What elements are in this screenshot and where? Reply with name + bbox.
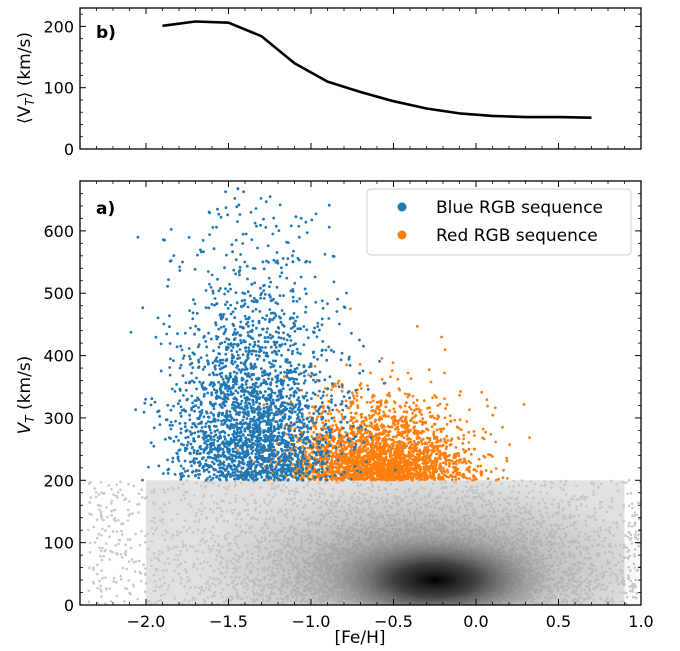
grey-point	[131, 512, 134, 515]
grey-point	[120, 556, 124, 559]
grey-point	[126, 508, 130, 512]
grey-point	[111, 530, 115, 533]
grey-point	[100, 491, 103, 494]
scatter-layer	[87, 187, 641, 605]
panel-a: −2.0 −1.5 −1.0 −0.5 0.0 0.5 1.0010020030040050…	[15, 180, 654, 648]
grey-point	[117, 519, 120, 522]
grey-point	[100, 534, 103, 537]
grey-point	[88, 541, 92, 545]
grey-point	[108, 558, 111, 561]
grey-point	[127, 579, 130, 582]
mean-vt-line-layer	[162, 20, 592, 119]
grey-point	[143, 540, 147, 544]
panel-b: 0 100 200 b) ⟨VT⟩ (km/s)	[15, 7, 642, 159]
panel-b-frame	[79, 7, 642, 150]
grey-point	[92, 525, 95, 529]
grey-point	[102, 554, 105, 558]
grey-point	[633, 511, 637, 514]
grey-point	[126, 519, 130, 522]
grey-point	[106, 515, 109, 519]
panel-b-ylabel: ⟨VT⟩ (km/s)	[15, 32, 37, 124]
grey-point	[93, 487, 96, 490]
grey-point	[121, 533, 124, 536]
grey-point	[96, 503, 100, 507]
grey-point	[116, 496, 119, 499]
grey-point	[132, 484, 136, 488]
grey-point	[141, 496, 144, 499]
grey-point	[104, 542, 108, 545]
grey-point	[88, 566, 91, 570]
grey-point	[630, 525, 634, 528]
grey-point	[140, 488, 143, 492]
grey-point	[101, 546, 104, 550]
grey-point	[630, 502, 634, 506]
grey-point	[107, 524, 111, 528]
grey-point	[137, 492, 141, 496]
grey-point	[99, 588, 102, 591]
grey-point	[109, 600, 113, 603]
grey-point	[108, 535, 111, 539]
grey-point	[104, 587, 108, 590]
grey-point	[119, 574, 123, 578]
grey-point	[98, 579, 101, 583]
grey-point	[136, 503, 139, 506]
grey-point	[115, 530, 119, 533]
y-tick-label: 0	[64, 140, 74, 159]
grey-point	[137, 511, 140, 514]
mean-vt-line	[162, 20, 592, 119]
grey-point	[634, 521, 637, 524]
grey-point	[89, 496, 93, 499]
grey-point	[631, 506, 634, 510]
panel-b-label: b)	[96, 23, 116, 43]
grey-point	[115, 594, 119, 598]
grey-point	[115, 483, 118, 486]
grey-point	[117, 542, 120, 546]
grey-point	[88, 500, 91, 504]
grey-point	[127, 483, 130, 486]
y-tick-label: 100	[43, 79, 74, 98]
grey-point	[129, 546, 133, 550]
grey-point	[137, 559, 141, 563]
grey-point	[87, 528, 90, 532]
grey-point	[117, 538, 121, 542]
grey-point	[121, 566, 125, 570]
grey-point	[138, 543, 142, 547]
grey-point	[101, 577, 104, 580]
grey-point	[138, 571, 142, 574]
grey-point	[98, 546, 101, 550]
grey-point	[96, 601, 100, 605]
grey-point	[136, 597, 139, 601]
grey-point	[119, 488, 122, 492]
grey-point	[142, 563, 145, 566]
y-tick-label: 200	[43, 17, 74, 36]
panel-b-ticks: 0 100 200	[43, 8, 642, 159]
grey-point	[127, 560, 131, 563]
grey-point	[110, 502, 113, 505]
